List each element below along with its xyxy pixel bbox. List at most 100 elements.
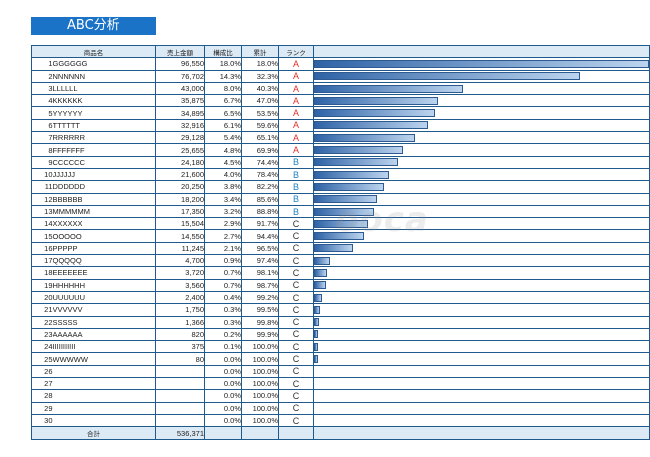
sales-bar [314, 72, 581, 81]
sales-amount: 2,400 [155, 290, 205, 305]
sales-bar-cell [313, 118, 650, 133]
row-number: 21 [31, 303, 53, 317]
rank-label: A [278, 131, 314, 145]
sales-amount [155, 389, 205, 403]
composition-ratio: 3.2% [204, 204, 242, 219]
composition-ratio: 0.0% [204, 377, 242, 391]
table-row: 11 DDDDDD 20,250 3.8% 82.2% B [31, 180, 650, 194]
sales-amount: 3,560 [155, 278, 205, 292]
header-name: 商品名 [31, 44, 156, 59]
product-name: XXXXXX [52, 217, 156, 231]
product-name: NNNNNN [52, 69, 156, 83]
rank-label: C [278, 217, 314, 231]
composition-ratio: 0.0% [204, 364, 242, 379]
table-row: 26 0.0% 100.0% C [31, 364, 650, 379]
sales-bar [314, 207, 375, 216]
sales-bar-cell [313, 401, 650, 415]
row-number: 4 [31, 94, 53, 108]
sales-amount [155, 364, 205, 379]
cumulative-ratio: 100.0% [241, 401, 279, 415]
rank-label: C [278, 241, 314, 256]
rank-label: C [278, 352, 314, 366]
rank-label: B [278, 180, 314, 194]
product-name: RRRRRR [52, 131, 156, 145]
sales-amount: 43,000 [155, 81, 205, 96]
table-row: 1 GGGGGG 96,550 18.0% 18.0% A [31, 57, 650, 71]
sales-amount [155, 413, 205, 428]
sales-bar-cell [313, 131, 650, 145]
total-empty-cell [241, 426, 279, 441]
composition-ratio: 0.3% [204, 315, 242, 329]
composition-ratio: 5.4% [204, 131, 242, 145]
sales-amount: 25,655 [155, 143, 205, 157]
composition-ratio: 8.0% [204, 81, 242, 96]
table-row: 5 YYYYYY 34,895 6.5% 53.5% A [31, 106, 650, 120]
sales-bar-cell [313, 303, 650, 317]
row-number: 30 [31, 413, 53, 428]
table-row: 8 FFFFFFF 25,655 4.8% 69.9% A [31, 143, 650, 157]
sales-amount: 35,875 [155, 94, 205, 108]
row-number: 18 [31, 266, 53, 280]
rank-label: C [278, 290, 314, 305]
composition-ratio: 6.5% [204, 106, 242, 120]
product-name [52, 401, 156, 415]
sales-bar-cell [313, 106, 650, 120]
row-number: 13 [31, 204, 53, 219]
table-row: 23 AAAAAA 820 0.2% 99.9% C [31, 327, 650, 342]
table-row: 20 UUUUUU 2,400 0.4% 99.2% C [31, 290, 650, 305]
cumulative-ratio: 100.0% [241, 352, 279, 366]
row-number: 5 [31, 106, 53, 120]
product-name: YYYYYY [52, 106, 156, 120]
table-row: 18 EEEEEEE 3,720 0.7% 98.1% C [31, 266, 650, 280]
product-name: JJJJJJ [52, 167, 156, 182]
rank-label: A [278, 69, 314, 83]
sales-bar [314, 281, 327, 290]
sales-bar [314, 256, 331, 265]
row-number: 16 [31, 241, 53, 256]
product-name [52, 389, 156, 403]
sales-bar-cell [313, 180, 650, 194]
sales-bar-cell [313, 155, 650, 169]
composition-ratio: 0.3% [204, 303, 242, 317]
rank-label: B [278, 192, 314, 206]
cumulative-ratio: 78.4% [241, 167, 279, 182]
cumulative-ratio: 91.7% [241, 217, 279, 231]
table-row: 21 VVVVVV 1,750 0.3% 99.5% C [31, 303, 650, 317]
sales-bar-cell [313, 217, 650, 231]
cumulative-ratio: 53.5% [241, 106, 279, 120]
sales-bar [314, 305, 321, 314]
row-number: 25 [31, 352, 53, 366]
sales-amount: 11,245 [155, 241, 205, 256]
table-row: 13 MMMMMM 17,350 3.2% 88.8% B [31, 204, 650, 219]
composition-ratio: 0.1% [204, 340, 242, 354]
cumulative-ratio: 100.0% [241, 377, 279, 391]
composition-ratio: 0.2% [204, 327, 242, 342]
row-number: 14 [31, 217, 53, 231]
table-row: 15 OOOOO 14,550 2.7% 94.4% C [31, 229, 650, 243]
table-row: 2 NNNNNN 76,702 14.3% 32.3% A [31, 69, 650, 83]
table-row: 10 JJJJJJ 21,600 4.0% 78.4% B [31, 167, 650, 182]
cumulative-ratio: 98.7% [241, 278, 279, 292]
sales-bar-cell [313, 229, 650, 243]
rank-label: C [278, 340, 314, 354]
composition-ratio: 6.7% [204, 94, 242, 108]
table-row: 29 0.0% 100.0% C [31, 401, 650, 415]
sales-bar-cell [313, 413, 650, 428]
row-number: 24 [31, 340, 53, 354]
cumulative-ratio: 100.0% [241, 340, 279, 354]
table-row: 25 WWWWW 80 0.0% 100.0% C [31, 352, 650, 366]
composition-ratio: 0.0% [204, 401, 242, 415]
sales-amount: 34,895 [155, 106, 205, 120]
rank-label: A [278, 106, 314, 120]
rank-label: A [278, 57, 314, 71]
total-empty-cell [204, 426, 242, 441]
sales-bar [314, 232, 365, 241]
row-number: 15 [31, 229, 53, 243]
sales-amount: 820 [155, 327, 205, 342]
composition-ratio: 0.4% [204, 290, 242, 305]
sales-bar [314, 170, 389, 179]
sales-bar [314, 158, 398, 167]
row-number: 7 [31, 131, 53, 145]
composition-ratio: 4.0% [204, 167, 242, 182]
sales-bar-cell [313, 327, 650, 342]
